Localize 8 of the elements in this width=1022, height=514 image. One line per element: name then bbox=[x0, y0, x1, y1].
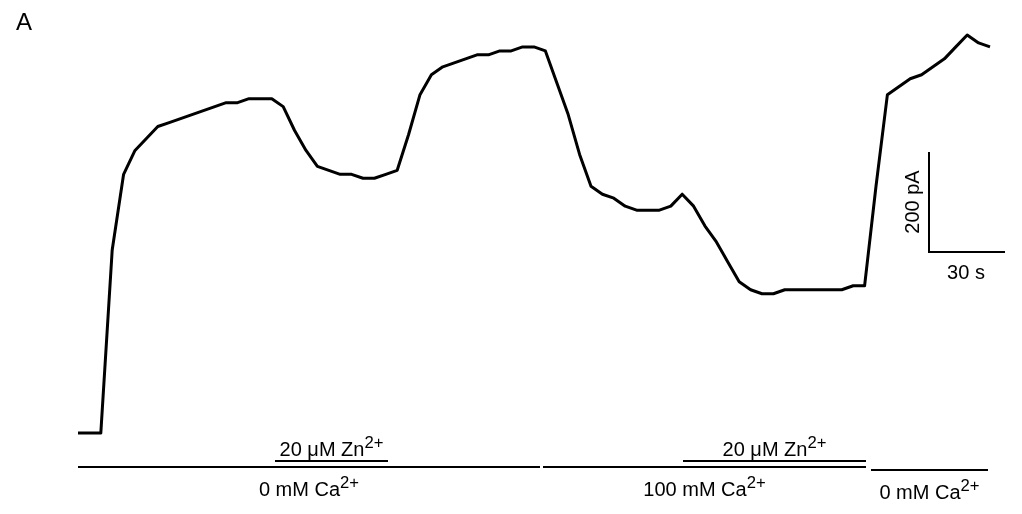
annotation: 20 μM Zn$^{2+}$ bbox=[722, 432, 827, 461]
text: 0 mM Ca$^{2+}$ bbox=[258, 472, 360, 501]
annotation: 200 pA bbox=[900, 170, 924, 234]
annotation: 20 μM Zn$^{2+}$ bbox=[279, 432, 384, 461]
text: 100 mM Ca$^{2+}$ bbox=[643, 472, 766, 501]
annotation: 30 s bbox=[947, 260, 985, 284]
text: 0 mM Ca$^{2+}$ bbox=[879, 475, 980, 504]
chart-title: A bbox=[16, 8, 33, 36]
